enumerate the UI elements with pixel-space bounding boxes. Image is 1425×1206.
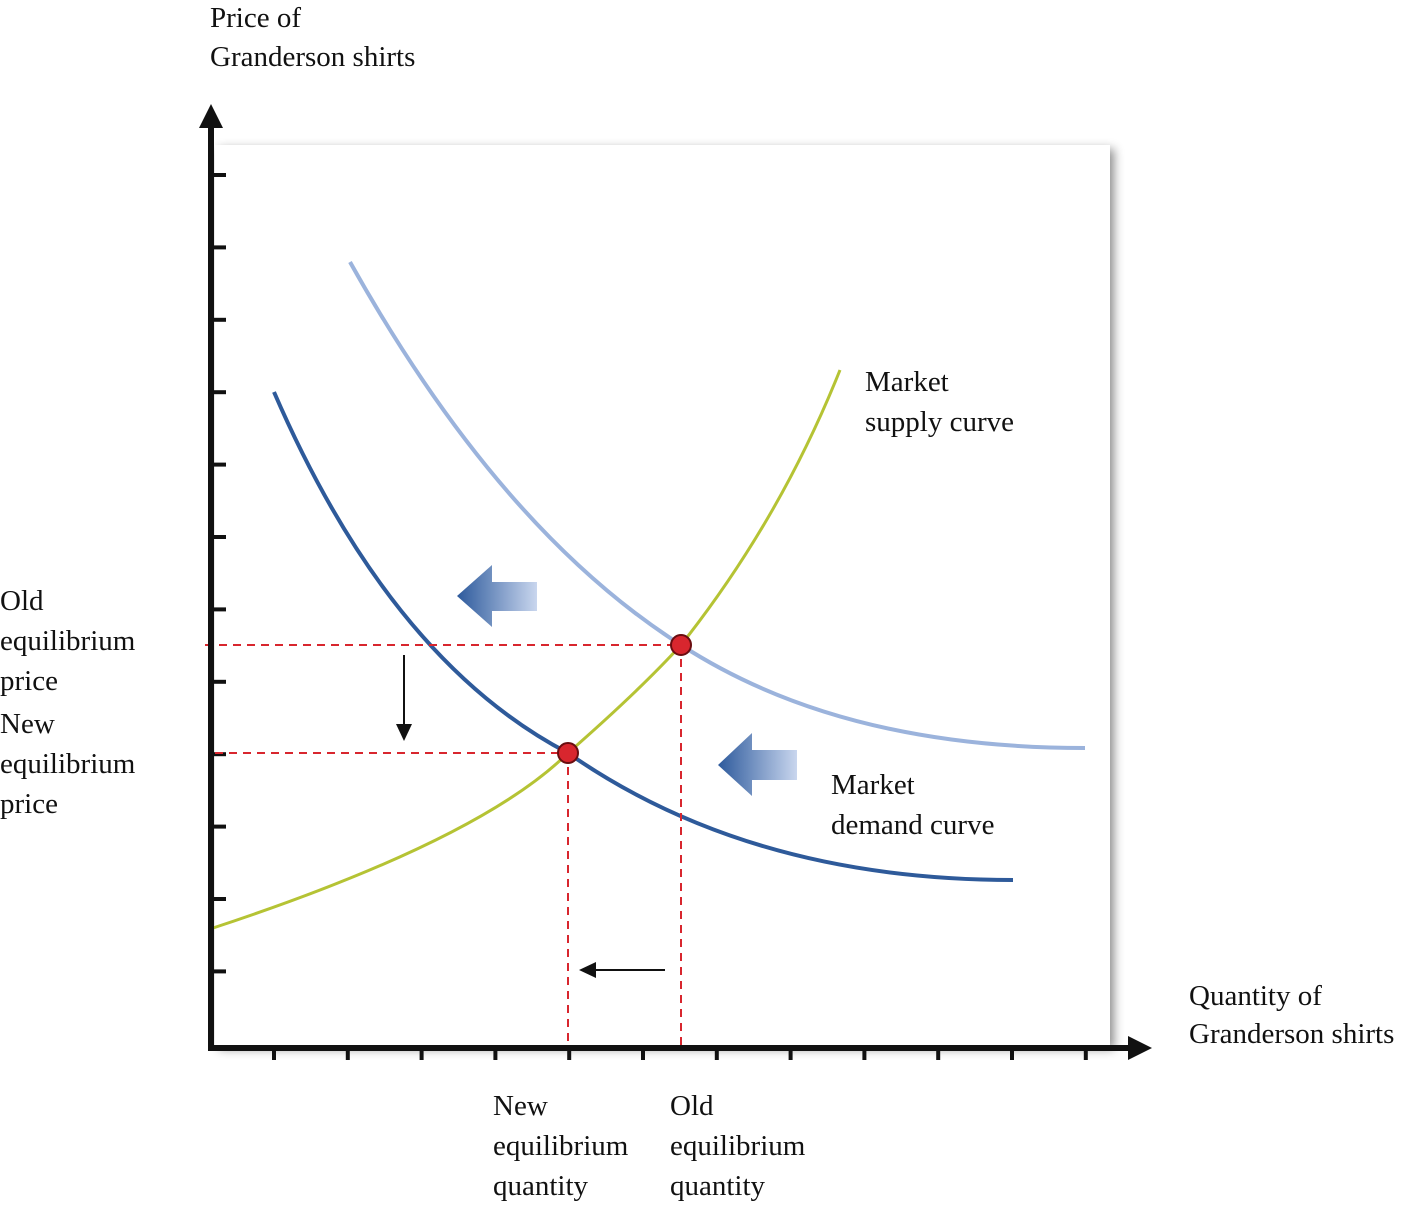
supply-label: Market supply curve xyxy=(865,366,1014,438)
label-line: equilibrium xyxy=(0,748,136,780)
label-line: Old xyxy=(0,585,44,617)
x-axis-arrowhead xyxy=(1128,1036,1152,1060)
arrowhead xyxy=(396,724,412,741)
shift-arrow xyxy=(718,733,797,796)
label-line: Market xyxy=(865,366,949,398)
new-quantity-label: New equilibrium quantity xyxy=(493,1090,629,1202)
new-price-label: New equilibrium price xyxy=(0,708,136,820)
label-line: equilibrium xyxy=(493,1130,629,1162)
label-line: New xyxy=(493,1090,548,1122)
demand-label: Market demand curve xyxy=(831,769,994,841)
plot-area xyxy=(215,145,1110,1045)
label-line: equilibrium xyxy=(670,1130,806,1162)
label-line: Price of xyxy=(210,2,301,34)
label-line: quantity xyxy=(670,1170,766,1202)
old-price-label: Old equilibrium price xyxy=(0,585,136,697)
label-line: Quantity of xyxy=(1189,980,1322,1012)
arrowhead xyxy=(579,962,596,978)
x-axis-label: Quantity of Granderson shirts xyxy=(1189,980,1394,1050)
label-line: price xyxy=(0,665,58,697)
label-line: demand curve xyxy=(831,809,994,841)
label-line: Market xyxy=(831,769,915,801)
label-line: Old xyxy=(670,1090,714,1122)
y-axis-label: Price of Granderson shirts xyxy=(210,2,415,73)
y-axis-arrowhead xyxy=(199,104,223,128)
supply-curve xyxy=(212,369,842,930)
label-line: Granderson shirts xyxy=(1189,1018,1394,1050)
shift-arrow xyxy=(457,565,537,627)
label-line: equilibrium xyxy=(0,625,136,657)
label-line: New xyxy=(0,708,55,740)
new-equilibrium-point xyxy=(557,742,579,764)
label-line: supply curve xyxy=(865,406,1014,438)
old-equilibrium-point xyxy=(670,634,692,656)
label-line: quantity xyxy=(493,1170,589,1202)
old-quantity-label: Old equilibrium quantity xyxy=(670,1090,806,1202)
label-line: Granderson shirts xyxy=(210,41,415,73)
label-line: price xyxy=(0,788,58,820)
